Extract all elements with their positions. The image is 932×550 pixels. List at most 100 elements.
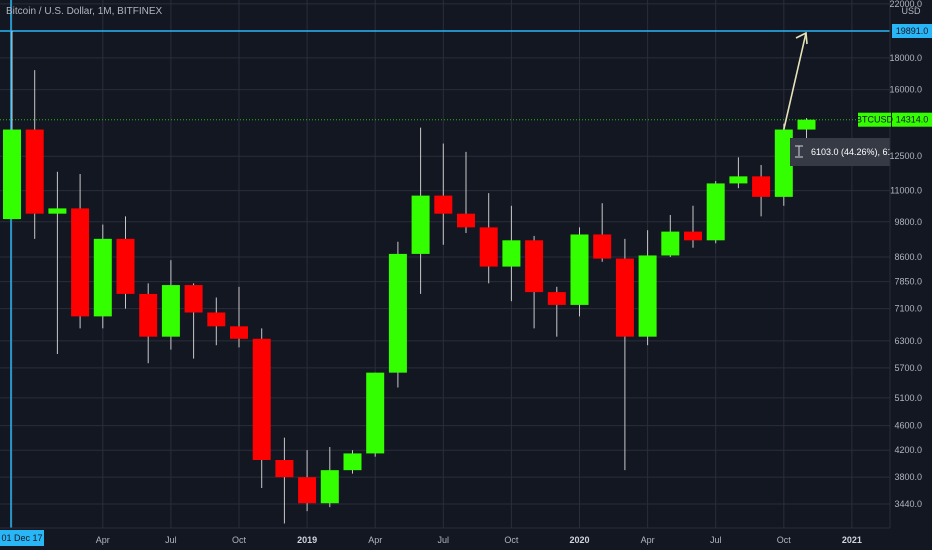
candle-body: [774, 129, 793, 197]
candle-2018-07: [161, 260, 180, 350]
candle-body: [320, 470, 339, 504]
candles: [3, 31, 816, 524]
candle-body: [25, 129, 44, 214]
candle-2019-08: [457, 151, 475, 234]
candle-body: [684, 231, 702, 241]
candle-body: [230, 326, 248, 339]
candle-2017-12: [3, 31, 21, 220]
time-tick-label: Apr: [641, 535, 655, 545]
price-tick-label: 11000.0: [890, 186, 922, 196]
candle-body: [93, 238, 112, 317]
candle-2020-10: [774, 123, 793, 206]
price-tick-label: 4600.0: [894, 421, 922, 431]
time-tick-label: 2019: [297, 535, 317, 545]
candle-2019-02: [320, 447, 339, 508]
price-tick-label: 5100.0: [894, 393, 922, 403]
arrow-shaft: [783, 32, 807, 130]
time-tick-label: Jul: [438, 535, 450, 545]
measure-tooltip: 6103.0 (44.26%), 61030: [790, 138, 908, 166]
candle-body: [411, 195, 430, 254]
candle-2019-05: [388, 241, 407, 388]
candle-body: [593, 234, 612, 259]
time-cursor-badge: [0, 530, 44, 546]
last-price-badge-label: 14314.0: [896, 115, 929, 125]
projection-arrow[interactable]: [783, 31, 808, 130]
candle-2018-12: [275, 437, 294, 524]
price-tick-label: 3800.0: [894, 472, 922, 482]
price-tick-label: 4200.0: [894, 445, 922, 455]
candle-2019-11: [525, 235, 544, 329]
candle-body: [366, 372, 385, 454]
time-tick-label: 01 Dec 17: [1, 533, 42, 543]
candle-body: [116, 238, 135, 294]
price-axis-background: [890, 0, 932, 550]
candle-2019-01: [298, 450, 317, 512]
price-tick-label: 5700.0: [894, 363, 922, 373]
price-axis[interactable]: 22000.0 18000.0 16000.0 12500.0 11000.0 9800.…: [856, 0, 932, 550]
candle-2020-08: [729, 157, 748, 189]
candle-body: [457, 213, 475, 228]
candle-body: [525, 240, 544, 293]
candle-body: [139, 293, 158, 337]
time-tick-label: Oct: [232, 535, 247, 545]
candle-2018-11: [252, 328, 271, 489]
candle-2018-08: [184, 283, 203, 359]
candle-body: [275, 459, 294, 478]
price-tick-label: 7850.0: [894, 277, 922, 287]
candle-body: [479, 227, 498, 267]
price-tick-label: 6300.0: [894, 336, 922, 346]
candle-2020-04: [638, 230, 657, 346]
price-tick-label: 12500.0: [889, 151, 922, 161]
time-tick-label: Apr: [96, 535, 110, 545]
time-tick-label: Oct: [504, 535, 519, 545]
chart-title: Bitcoin / U.S. Dollar, 1M, BITFINEX: [6, 6, 163, 17]
time-tick-label: Jul: [165, 535, 177, 545]
candle-body: [3, 129, 21, 220]
candle-body: [298, 477, 317, 504]
candle-body: [752, 176, 771, 197]
candle-body: [661, 231, 680, 256]
candle-body: [502, 240, 521, 267]
price-axis-unit: USD: [901, 6, 921, 16]
time-axis-background: [0, 528, 932, 550]
candle-body: [48, 208, 67, 214]
candle-body: [706, 183, 725, 241]
candle-2018-01: [25, 70, 44, 239]
price-tick-label: 8600.0: [894, 252, 922, 262]
candle-2018-05: [116, 216, 135, 309]
candle-body: [252, 338, 271, 460]
price-tick-label: 16000.0: [889, 85, 922, 95]
time-tick-label: 2021: [842, 535, 862, 545]
candle-body: [207, 312, 226, 327]
price-tick-label: 7100.0: [894, 304, 922, 314]
candle-2020-02: [593, 203, 612, 262]
candle-2018-03: [71, 174, 90, 329]
candle-body: [570, 234, 589, 305]
candle-2019-10: [502, 205, 521, 302]
price-tick-label: 9800.0: [894, 217, 922, 227]
candle-body: [729, 176, 748, 184]
candle-body: [547, 292, 566, 305]
candle-body: [161, 285, 180, 337]
candle-body: [343, 453, 362, 471]
candle-2019-06: [411, 127, 430, 294]
time-tick-label: Jul: [710, 535, 722, 545]
time-tick-label: 2020: [569, 535, 589, 545]
time-axis[interactable]: 01 Dec 17 Apr Jul Oct 2019 Apr Jul Oct 2020 Apr Ju…: [0, 527, 932, 550]
candle-body: [638, 255, 657, 337]
candle-2020-05: [661, 215, 680, 258]
price-tick-label: 3440.0: [894, 499, 922, 509]
price-tick-label: 22000.0: [889, 0, 922, 9]
candle-2018-06: [139, 283, 158, 364]
candle-2020-07: [706, 181, 725, 244]
candle-2019-04: [366, 372, 385, 457]
candle-2018-10: [230, 286, 248, 348]
candle-body: [797, 119, 816, 130]
candle-body: [71, 208, 90, 317]
symbol-badge-label: BTCUSD: [856, 115, 894, 125]
symbol-badge: [858, 112, 891, 127]
candle-body: [615, 258, 634, 337]
candle-body: [388, 253, 407, 373]
